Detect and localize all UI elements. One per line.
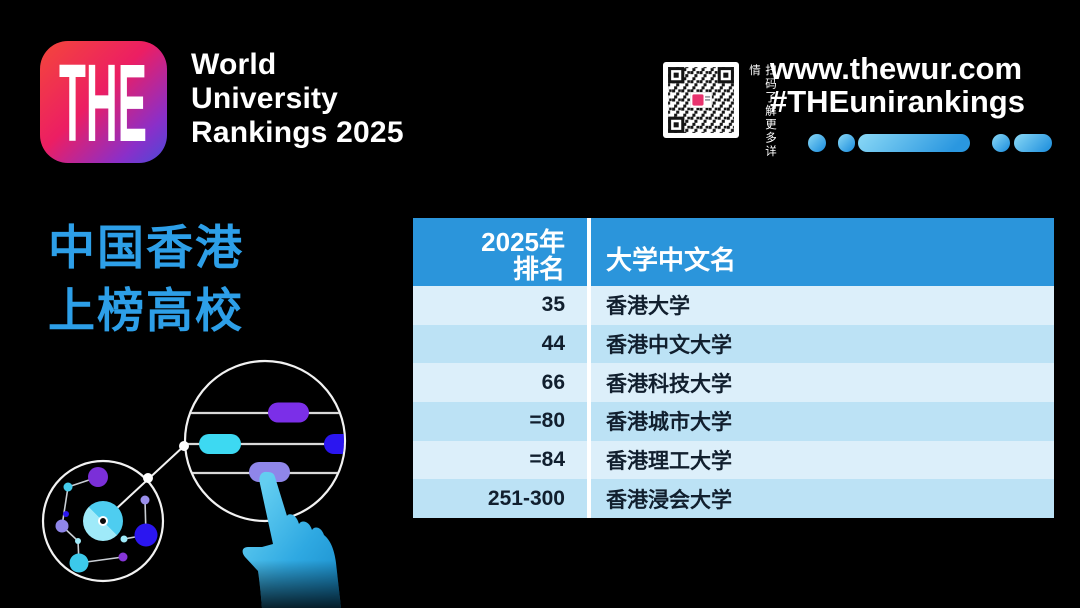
website-block: www.thewur.com #THEunirankings	[770, 52, 1025, 118]
table-row: =84 香港理工大学	[413, 440, 1054, 480]
column-divider	[587, 218, 591, 519]
logo-text: THE	[59, 42, 147, 163]
qr-finder-patterns	[668, 67, 734, 133]
magnifier-hand-illustration	[41, 359, 347, 608]
name-cell: 香港理工大学	[606, 450, 732, 474]
page-title: 中国香港 上榜高校	[48, 216, 244, 342]
rank-cell: 35	[541, 293, 565, 317]
qr-caption: 扫码了解更多详情	[748, 64, 776, 159]
hub-center-ring	[98, 516, 108, 526]
rank-cell: =80	[529, 409, 565, 433]
name-cell: 香港城市大学	[606, 411, 732, 435]
name-cell: 香港科技大学	[606, 372, 732, 396]
zoom-circle	[183, 359, 347, 523]
decor-dash	[1014, 134, 1052, 152]
headline-line: University	[191, 82, 339, 115]
name-column-header: 大学中文名	[606, 245, 737, 275]
page-title-line2: 上榜高校	[48, 284, 244, 337]
pill-purple	[268, 402, 309, 423]
the-logo-letters: THE	[59, 42, 147, 165]
decor-dot	[838, 134, 855, 152]
table-rows: 35 香港大学 44 香港中文大学 66 香港科技大学 =80 香港城市大学 =…	[413, 286, 1054, 519]
table-header-row: 2025年 排名 大学中文名	[413, 218, 1054, 286]
network-circle	[41, 459, 165, 583]
name-cell: 香港大学	[606, 295, 690, 319]
decor-dot	[992, 134, 1010, 152]
table-row: 35 香港大学	[413, 286, 1054, 325]
table-row: 251-300 香港浸会大学	[413, 479, 1054, 519]
rank-cell: =84	[529, 448, 565, 472]
page-title-line1: 中国香港	[48, 221, 244, 274]
name-cell: 香港中文大学	[606, 334, 732, 358]
pill-blue	[324, 434, 344, 454]
connector-dot	[179, 441, 189, 451]
table-row: =80 香港城市大学	[413, 402, 1054, 441]
connector-dot	[143, 473, 153, 483]
qr-center-logo	[690, 92, 712, 108]
rank-cell: 44	[541, 332, 565, 356]
page-headline: World University Rankings 2025	[191, 48, 404, 150]
qr-code-icon	[663, 62, 739, 138]
the-logo: THE	[40, 41, 167, 165]
headline-line: Rankings 2025	[191, 116, 404, 149]
rank-header-line2: 排名	[512, 254, 565, 284]
rank-cell: 66	[541, 370, 565, 394]
pill-lavender	[249, 462, 290, 482]
rank-header-line1: 2025年	[481, 227, 565, 257]
pointing-hand-icon	[242, 471, 341, 608]
rank-cell: 251-300	[487, 486, 565, 510]
headline-line: World	[191, 48, 277, 81]
decor-dash	[858, 134, 970, 152]
website-url: www.thewur.com	[770, 51, 1023, 86]
table-row: 66 香港科技大学	[413, 363, 1054, 403]
rank-column-header: 2025年 排名	[413, 218, 587, 286]
hashtag: #THEunirankings	[770, 84, 1025, 119]
name-cell: 香港浸会大学	[606, 488, 732, 512]
rankings-table: 2025年 排名 大学中文名 35 香港大学 44 香港中文大学 66 香港科技…	[413, 218, 1054, 519]
decor-dot	[808, 134, 826, 152]
pill-cyan	[199, 434, 241, 454]
table-row: 44 香港中文大学	[413, 324, 1054, 364]
